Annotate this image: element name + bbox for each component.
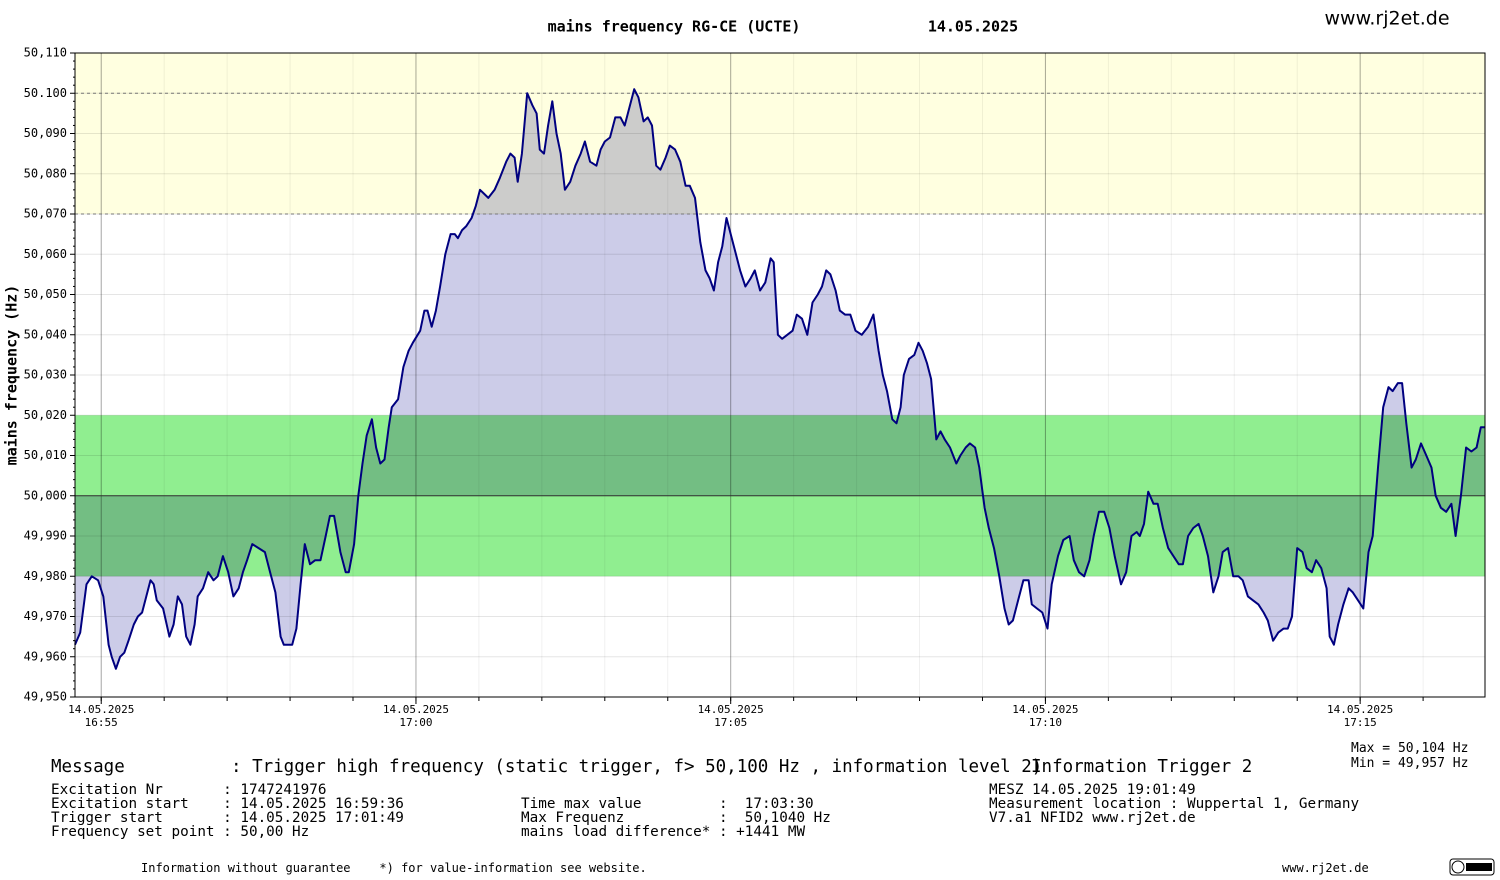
message-label: Message [51, 757, 125, 777]
y-tick-label: 50,030 [24, 368, 67, 382]
chart-date: 14.05.2025 [928, 18, 1018, 36]
site: www.rj2et.de [1324, 8, 1449, 30]
y-tick-label: 50,040 [24, 327, 67, 341]
y-tick-label: 50,020 [24, 408, 67, 422]
x-tick-label: 17:15 [1344, 716, 1377, 729]
x-tick-label: 17:00 [399, 716, 432, 729]
footer-note: Information without guarantee *) for val… [141, 861, 647, 875]
info-left: Excitation Nr : 1747241976 [51, 782, 327, 798]
y-tick-label: 50,080 [24, 166, 67, 180]
y-tick-label: 49,970 [24, 609, 67, 623]
y-tick-label: 49,980 [24, 569, 67, 583]
y-tick-label: 49,950 [24, 690, 67, 704]
x-tick-label: 14.05.2025 [698, 703, 764, 716]
stat: Min = 49,957 Hz [1351, 756, 1469, 771]
cc-icon-bar [1466, 863, 1492, 871]
y-tick-label: 49,990 [24, 529, 67, 543]
chart-title: mains frequency RG-CE (UCTE) [548, 18, 801, 36]
y-tick-label: 50,090 [24, 126, 67, 140]
y-tick-label: 50.100 [24, 86, 67, 100]
y-tick-label: 49,960 [24, 649, 67, 663]
y-tick-label: 50,010 [24, 448, 67, 462]
message: : Trigger high frequency (static trigger… [231, 757, 1043, 777]
cc-icon-circle [1451, 860, 1465, 874]
plot: 49,950 49,960 49,970 49,980 49,990 50,000 50,0… [24, 46, 1486, 729]
x-tick-label: 16:55 [85, 716, 118, 729]
x-tick-label: 14.05.2025 [1327, 703, 1393, 716]
info-right: V7.a1 NFID2 www.rj2et.de [989, 810, 1196, 826]
y-tick-label: 50,050 [24, 287, 67, 301]
y-tick-label: 50,070 [24, 207, 67, 221]
y-tick-label: 50,000 [24, 488, 67, 502]
info-middle: Max Frequenz : 50,1040 Hz [521, 810, 831, 826]
x-tick-label: 14.05.2025 [68, 703, 134, 716]
info-left: Trigger start : 14.05.2025 17:01:49 [51, 810, 404, 826]
footer-site: www.rj2et.de [1282, 861, 1369, 875]
info-left: Excitation start : 14.05.2025 16:59:36 [51, 796, 404, 812]
x-tick-label: 14.05.2025 [1012, 703, 1078, 716]
x-tick-label: 14.05.2025 [383, 703, 449, 716]
info-right: Measurement location : Wuppertal 1, Germ… [989, 796, 1360, 812]
band [75, 53, 1485, 214]
line [74, 88, 1485, 670]
info-right: MESZ 14.05.2025 19:01:49 [989, 782, 1196, 798]
info-middle: Time max value : 17:03:30 [521, 796, 814, 812]
y-tick-label: 50,110 [24, 46, 67, 60]
x-tick-label: 17:05 [714, 716, 747, 729]
y-axis-label: mains frequency (Hz) [3, 285, 21, 466]
info-middle: mains load difference* : +1441 MW [521, 824, 806, 840]
trigger-name: Information Trigger 2 [1031, 757, 1253, 777]
info-left: Frequency set point : 50,00 Hz [51, 824, 310, 840]
x-tick-label: 17:10 [1029, 716, 1062, 729]
y-tick-label: 50,060 [24, 247, 67, 261]
stat: Max = 50,104 Hz [1351, 741, 1469, 756]
